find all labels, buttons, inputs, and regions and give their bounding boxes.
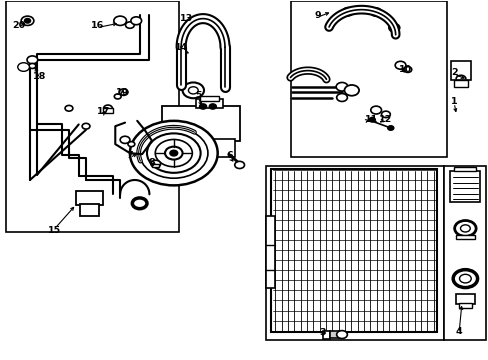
Bar [450,60,470,80]
Text: 7: 7 [126,151,133,160]
Circle shape [182,82,203,98]
Bar [449,171,479,202]
Circle shape [125,22,134,28]
Bar [322,330,329,338]
Bar [152,163,159,167]
Circle shape [209,104,216,109]
Circle shape [387,126,393,130]
Circle shape [114,94,121,99]
Bar [195,99,222,108]
Circle shape [21,16,34,26]
Bar [103,108,113,113]
Bar [271,169,436,332]
Circle shape [140,128,207,178]
Circle shape [103,105,112,112]
Bar [177,74,184,76]
Circle shape [18,63,29,71]
Circle shape [131,17,142,25]
Text: 20: 20 [13,21,26,30]
Circle shape [199,104,206,109]
Circle shape [394,61,405,69]
Text: 11: 11 [364,114,377,123]
Circle shape [335,82,347,91]
Circle shape [454,221,475,236]
Circle shape [381,111,389,118]
Text: 9: 9 [314,10,320,19]
Text: 16: 16 [90,21,103,30]
Circle shape [344,85,358,96]
Circle shape [82,123,90,129]
Circle shape [65,105,73,111]
Circle shape [459,274,470,283]
Text: 5: 5 [195,91,201,100]
Circle shape [234,161,244,168]
Bar [161,107,239,140]
Bar [166,139,234,157]
Circle shape [147,134,200,173]
Circle shape [343,8,352,15]
Bar [444,166,485,339]
Bar [5,1,178,232]
Bar [177,67,184,69]
Circle shape [132,198,147,209]
Circle shape [460,225,469,232]
Circle shape [114,16,126,26]
Circle shape [336,94,346,102]
Bar [266,216,275,288]
Text: 1: 1 [450,96,457,105]
Circle shape [336,330,346,338]
Circle shape [24,19,30,23]
Bar [455,235,474,239]
Circle shape [130,121,217,185]
Bar [458,303,471,308]
Text: 14: 14 [174,43,187,52]
Circle shape [370,9,380,15]
Text: 19: 19 [116,87,129,96]
Circle shape [29,63,36,68]
Text: 13: 13 [179,14,192,23]
Text: 6: 6 [226,151,233,160]
Circle shape [370,106,381,114]
Bar [76,191,103,205]
Text: 12: 12 [379,114,392,123]
Text: 15: 15 [48,226,61,235]
Text: 3: 3 [319,328,325,337]
Text: 10: 10 [398,65,411,74]
Circle shape [128,141,135,147]
Text: 18: 18 [33,72,46,81]
Circle shape [388,24,398,31]
Text: 4: 4 [455,327,462,336]
Circle shape [119,89,128,95]
Circle shape [403,67,411,72]
Circle shape [27,56,38,64]
Circle shape [368,118,374,122]
Bar [266,166,444,339]
Circle shape [164,147,182,159]
Circle shape [452,270,477,288]
Circle shape [155,139,192,167]
Circle shape [120,136,130,143]
Bar [80,204,99,216]
Bar [453,167,475,171]
Bar [177,59,184,62]
Bar [199,96,219,101]
Bar [290,1,446,157]
Bar [455,294,474,304]
Text: 17: 17 [96,107,109,116]
Circle shape [151,160,160,167]
Bar [453,80,467,87]
Circle shape [188,87,198,94]
Text: 8: 8 [148,158,155,167]
Circle shape [169,150,177,156]
Bar [329,331,341,338]
Text: 2: 2 [450,68,457,77]
